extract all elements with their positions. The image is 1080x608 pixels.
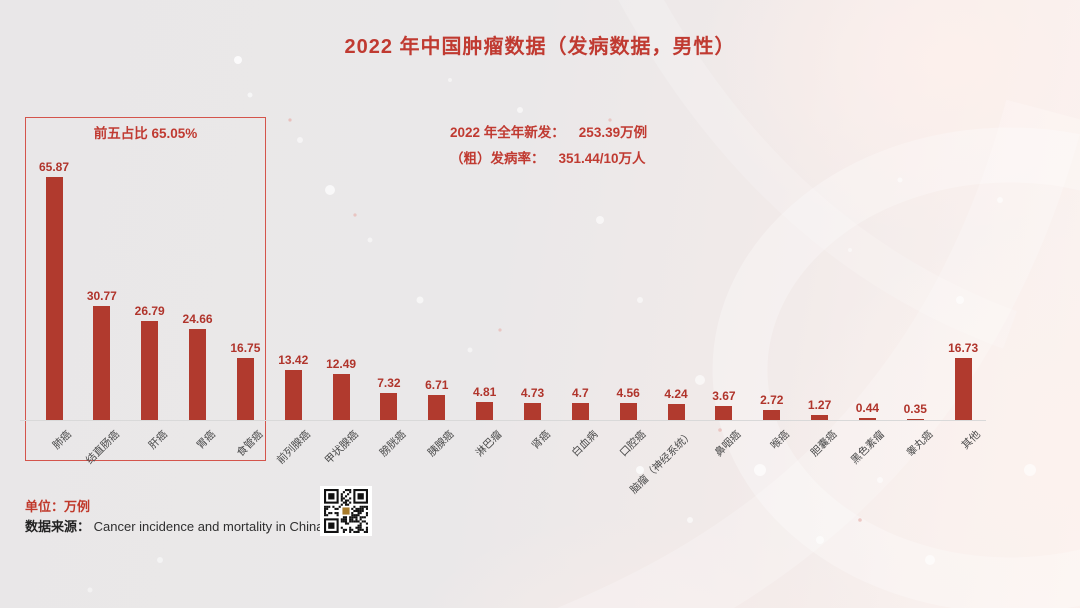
bar (380, 392, 398, 420)
x-axis-line (20, 420, 986, 421)
bar-value-label: 30.77 (86, 289, 117, 304)
top5-annotation-label: 前五占比 65.05% (93, 126, 198, 141)
bar-value-label: 4.73 (520, 385, 545, 400)
bar (332, 373, 350, 420)
bar (189, 329, 207, 420)
bar-value-label: 4.56 (616, 386, 640, 401)
bar-value-label: 16.73 (948, 341, 979, 356)
bar-value-label: 2.72 (760, 392, 784, 407)
page-title: 2022 年中国肿瘤数据（发病数据，男性） (344, 36, 736, 58)
stat-new-cases: 2022 年全年新发： 253.39万例 (450, 120, 647, 146)
bar-value-label: 12.49 (326, 356, 357, 371)
bar (715, 406, 733, 420)
bar (428, 395, 446, 420)
stat-new-cases-value: 253.39万例 (578, 125, 648, 140)
bar (619, 403, 637, 420)
bar (954, 358, 972, 420)
bar-value-label: 0.35 (903, 401, 927, 416)
bar-value-label: 7.32 (377, 375, 401, 390)
bar-value-label: 6.71 (425, 378, 449, 393)
data-source-text: Cancer incidence and mortality in China,… (93, 519, 360, 534)
bar (571, 402, 589, 420)
bar (811, 415, 829, 420)
headline-stats: 2022 年全年新发： 253.39万例 （粗）发病率： 351.44/10万人 (450, 120, 647, 172)
bar (284, 370, 302, 420)
bar (667, 404, 685, 420)
bar-value-label: 4.24 (664, 387, 688, 402)
qr-code (320, 486, 372, 536)
unit-note: 单位：万例 (25, 499, 91, 514)
bar-value-label: 1.27 (807, 398, 832, 413)
bar-value-label: 24.66 (182, 312, 213, 326)
bar (236, 358, 254, 420)
stat-incidence-rate-label: （粗）发病率： (450, 151, 545, 166)
bar-value-label: 4.81 (472, 385, 497, 400)
bar-value-label: 26.79 (134, 304, 165, 319)
bar (906, 418, 924, 420)
bar (45, 176, 63, 420)
data-source-note: 数据来源： Cancer incidence and mortality in … (25, 516, 360, 535)
stat-incidence-rate: （粗）发病率： 351.44/10万人 (450, 146, 647, 172)
bar (763, 409, 781, 420)
bar-value-label: 3.67 (712, 389, 736, 404)
bar (476, 402, 494, 420)
bar-value-label: 16.75 (230, 341, 261, 356)
bar (93, 306, 111, 420)
bar-value-label: 65.87 (38, 159, 70, 174)
bar-value-label: 0.44 (855, 401, 880, 416)
bar-value-label: 13.42 (278, 353, 309, 368)
stat-incidence-rate-value: 351.44/10万人 (558, 151, 646, 166)
bar-category-label: 其他 (959, 428, 984, 452)
top5-annotation-box (25, 117, 266, 461)
stat-new-cases-label: 2022 年全年新发： (450, 125, 565, 140)
data-source-label: 数据来源： (25, 519, 91, 534)
bar (858, 418, 876, 420)
bar (141, 321, 159, 420)
bar-value-label: 4.7 (572, 385, 589, 400)
bar (524, 402, 541, 420)
